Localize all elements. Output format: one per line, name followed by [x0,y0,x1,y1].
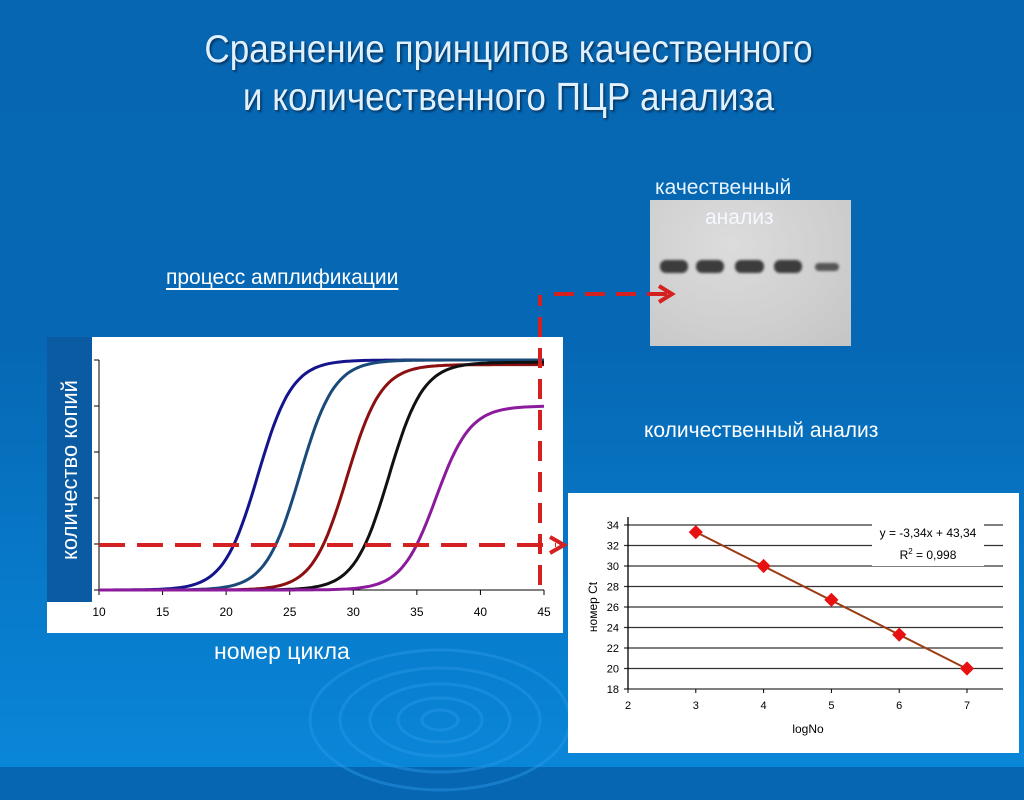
gel-band-weak [815,263,839,271]
quantitative-analysis-label: количественный анализ [644,419,879,442]
amplification-chart-panel [47,337,563,633]
gel-band [735,260,764,273]
y-axis-label-band [47,337,92,602]
qualitative-analysis-label: качественный [655,176,792,199]
x-axis-label: номер цикла [214,638,350,664]
standard-curve-panel [568,493,1019,753]
qualitative-analysis-sublabel: анализ [705,206,774,229]
gel-band [774,260,802,273]
title-line-2: и количественного ПЦР анализа [242,76,775,119]
gel-electrophoresis-image [650,200,851,346]
gel-band [696,260,724,273]
title-line-1: Сравнение принципов качественного [204,28,813,71]
gel-band [660,260,688,273]
slide-title: Сравнение принципов качественного и коли… [0,26,1017,122]
y-axis-label: количество копий [56,379,82,560]
amplification-process-label: процесс амплификации [166,266,399,289]
